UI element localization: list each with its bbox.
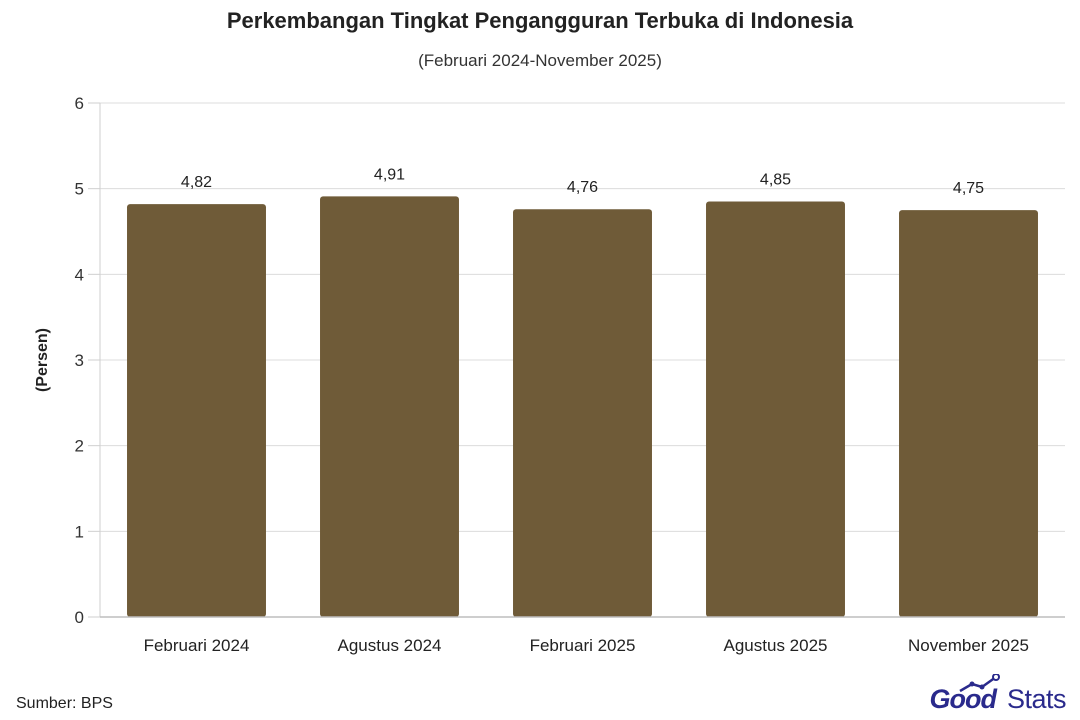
bar [706,201,845,617]
bars [127,196,1038,618]
bar [127,204,266,617]
axes: 0 1 2 3 4 5 6 Februari 2024 Agustus 2024 Februari… [75,94,1065,655]
y-tick-label: 2 [75,437,84,456]
y-tick-label: 4 [75,265,84,284]
x-tick-label: Februari 2025 [530,636,636,655]
chart-title: Perkembangan Tingkat Pengangguran Terbuk… [226,8,854,33]
x-tick-label: Agustus 2024 [338,636,442,655]
y-tick-label: 0 [75,608,84,627]
logo-stats-text: Stats [1006,684,1067,714]
logo-good-text: Good [929,684,997,714]
y-tick-label: 1 [75,522,84,541]
bar-chart: 4,82 4,91 4,76 4,85 4,75 0 1 2 3 4 5 6 Februari 202… [34,94,1065,655]
source-note: Sumber: BPS [16,695,113,712]
trend-icon [959,674,1000,693]
bar-value-label: 4,75 [953,180,984,197]
y-tick-label: 6 [75,94,84,113]
bar-value-label: 4,82 [181,174,212,191]
bar [513,209,652,617]
bar-value-label: 4,76 [567,179,598,196]
x-tick-label: Agustus 2025 [724,636,828,655]
x-tick-label: November 2025 [908,636,1029,655]
chart-subtitle: (Februari 2024-November 2025) [418,51,662,70]
bar-value-label: 4,85 [760,172,791,189]
bar [899,210,1038,618]
y-axis-label: (Persen) [34,328,51,392]
y-tick-label: 5 [75,180,84,199]
bar [320,196,459,618]
data-labels: 4,82 4,91 4,76 4,85 4,75 [181,166,984,197]
y-tick-label: 3 [75,351,84,370]
bar-value-label: 4,91 [374,166,405,183]
x-tick-label: Februari 2024 [144,636,250,655]
